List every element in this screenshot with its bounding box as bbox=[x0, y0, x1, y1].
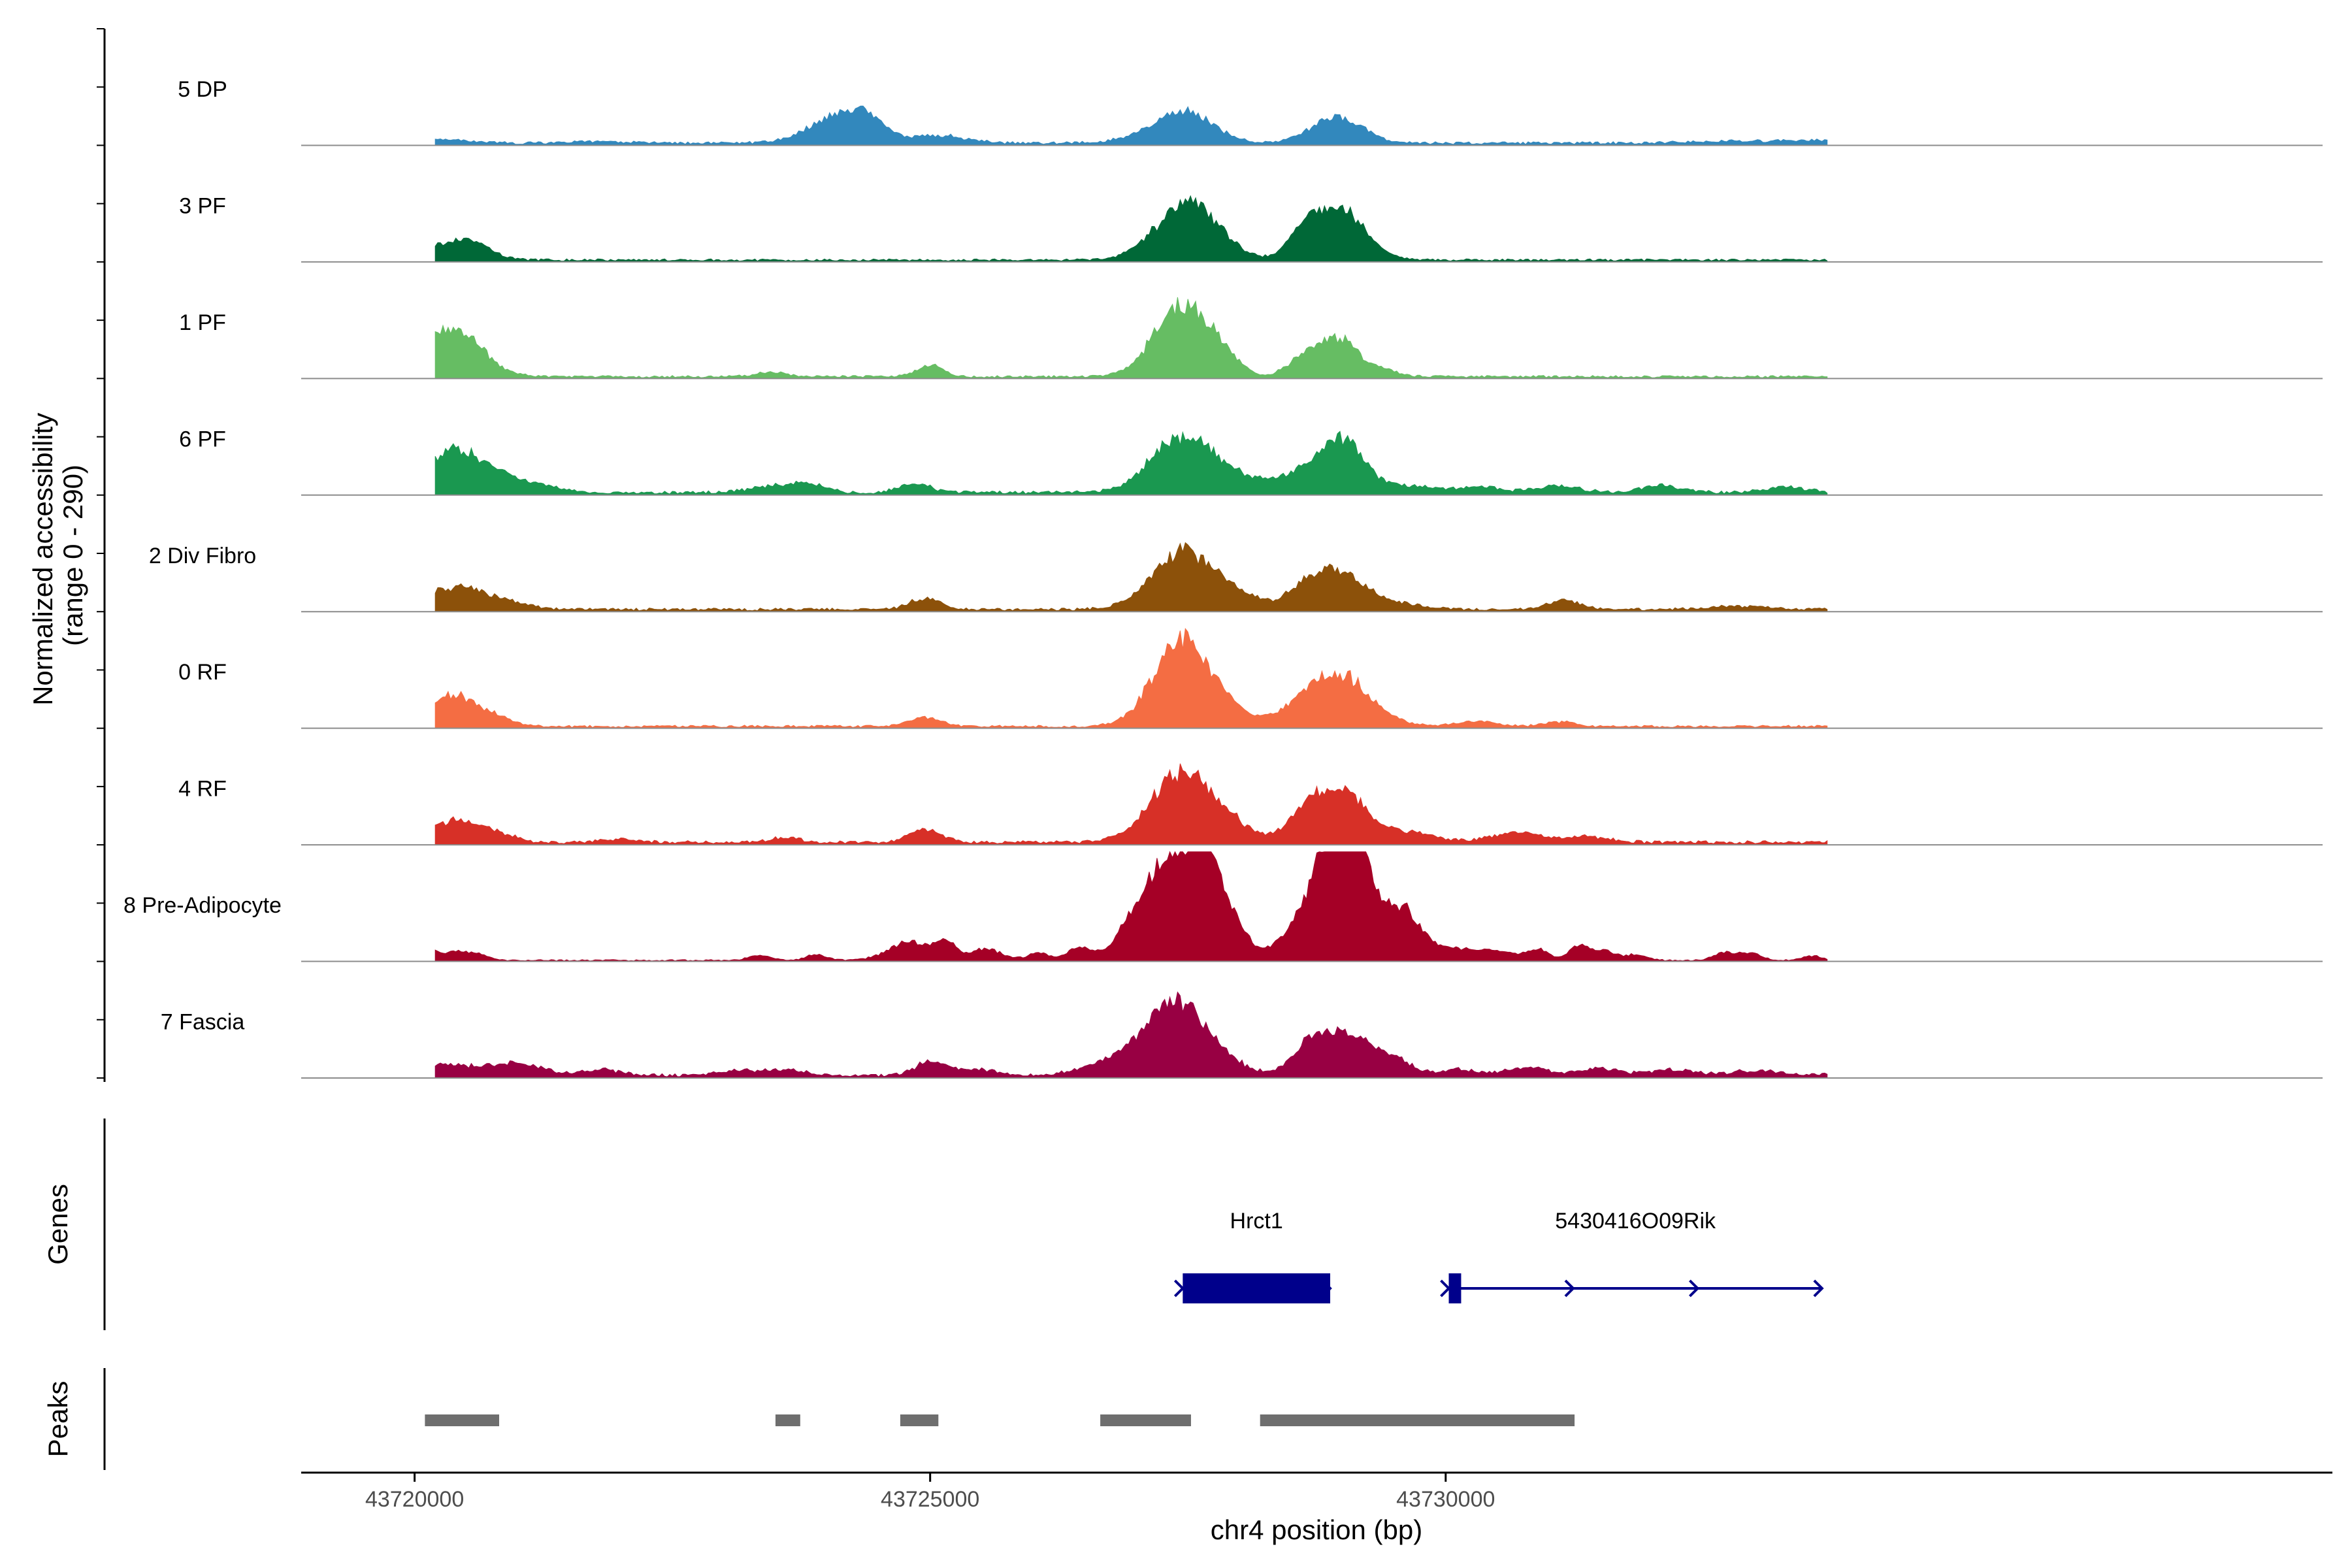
strand-arrow bbox=[1564, 1279, 1575, 1298]
track-label-4-rf: 4 RF bbox=[178, 777, 227, 802]
y-axis-title: Normalized accessibility (range 0 - 290) bbox=[27, 405, 88, 706]
peak-region bbox=[775, 1414, 800, 1426]
track-2-div-fibro bbox=[301, 542, 2323, 613]
strand-arrow bbox=[1688, 1279, 1700, 1298]
coverage-area-3-pf bbox=[434, 195, 1828, 263]
track-1-pf bbox=[301, 297, 2323, 380]
track-label-6-pf: 6 PF bbox=[179, 427, 226, 451]
track-8-pre-adipocyte bbox=[301, 851, 2323, 962]
track-label-8-pre-adipocyte: 8 Pre-Adipocyte bbox=[123, 893, 282, 918]
x-axis-ticks: 43720000 43725000 43730000 bbox=[365, 1473, 1495, 1512]
coverage-area-7-fascia bbox=[434, 991, 1828, 1079]
track-4-rf bbox=[301, 763, 2323, 846]
peak-region bbox=[425, 1414, 500, 1426]
track-label-2-div-fibro: 2 Div Fibro bbox=[149, 544, 256, 568]
y-axis-title-line1: Normalized accessibility bbox=[27, 413, 58, 706]
gene-annotations: Hrct1 5430416O09Rik bbox=[1173, 1209, 1824, 1303]
track-label-7-fascia: 7 Fascia bbox=[161, 1010, 245, 1035]
y-axis-title-line2: (range 0 - 290) bbox=[57, 465, 88, 646]
track-label-3-pf: 3 PF bbox=[179, 193, 226, 218]
track-label-1-pf: 1 PF bbox=[179, 310, 226, 335]
genes-panel-label: Genes bbox=[42, 1184, 73, 1265]
peak-region bbox=[1100, 1414, 1191, 1426]
coverage-y-axis-ticks bbox=[97, 28, 105, 1079]
coverage-area-0-rf bbox=[434, 628, 1828, 729]
track-3-pf bbox=[301, 195, 2323, 263]
track-label-5-dp: 5 DP bbox=[178, 77, 227, 102]
track-5-dp bbox=[301, 105, 2323, 146]
coverage-tracks bbox=[301, 105, 2323, 1079]
track-label-0-rf: 0 RF bbox=[178, 660, 227, 685]
exon-5430416o09rik bbox=[1448, 1273, 1462, 1303]
coverage-area-5-dp bbox=[434, 105, 1828, 146]
x-tick-label: 43720000 bbox=[365, 1487, 464, 1512]
track-0-rf bbox=[301, 628, 2323, 729]
peak-region bbox=[900, 1414, 939, 1426]
coverage-area-4-rf bbox=[434, 763, 1828, 845]
x-tick-label: 43730000 bbox=[1396, 1487, 1495, 1512]
coverage-area-6-pf bbox=[434, 431, 1828, 496]
gene-label-5430416o09rik: 5430416O09Rik bbox=[1555, 1209, 1716, 1233]
track-labels: 5 DP 3 PF 1 PF 6 PF 2 Div Fibro 0 RF 4 RF 8 Pre… bbox=[123, 77, 282, 1035]
gene-label-hrct1: Hrct1 bbox=[1230, 1209, 1283, 1233]
coverage-area-2-div-fibro bbox=[434, 542, 1828, 612]
gene-hrct1: Hrct1 bbox=[1173, 1209, 1332, 1303]
peaks-panel-label: Peaks bbox=[42, 1381, 73, 1458]
exon-hrct1 bbox=[1183, 1273, 1331, 1303]
coverage-area-8-pre-adipocyte bbox=[434, 851, 1828, 962]
track-7-fascia bbox=[301, 991, 2323, 1079]
x-axis-title: chr4 position (bp) bbox=[1211, 1514, 1423, 1545]
peak-regions bbox=[425, 1414, 1575, 1426]
x-tick-label: 43725000 bbox=[881, 1487, 979, 1512]
track-6-pf bbox=[301, 431, 2323, 496]
peak-region bbox=[1260, 1414, 1575, 1426]
strand-arrow bbox=[1813, 1279, 1824, 1298]
gene-5430416o09rik: 5430416O09Rik bbox=[1440, 1209, 1824, 1303]
coverage-area-1-pf bbox=[434, 297, 1828, 379]
